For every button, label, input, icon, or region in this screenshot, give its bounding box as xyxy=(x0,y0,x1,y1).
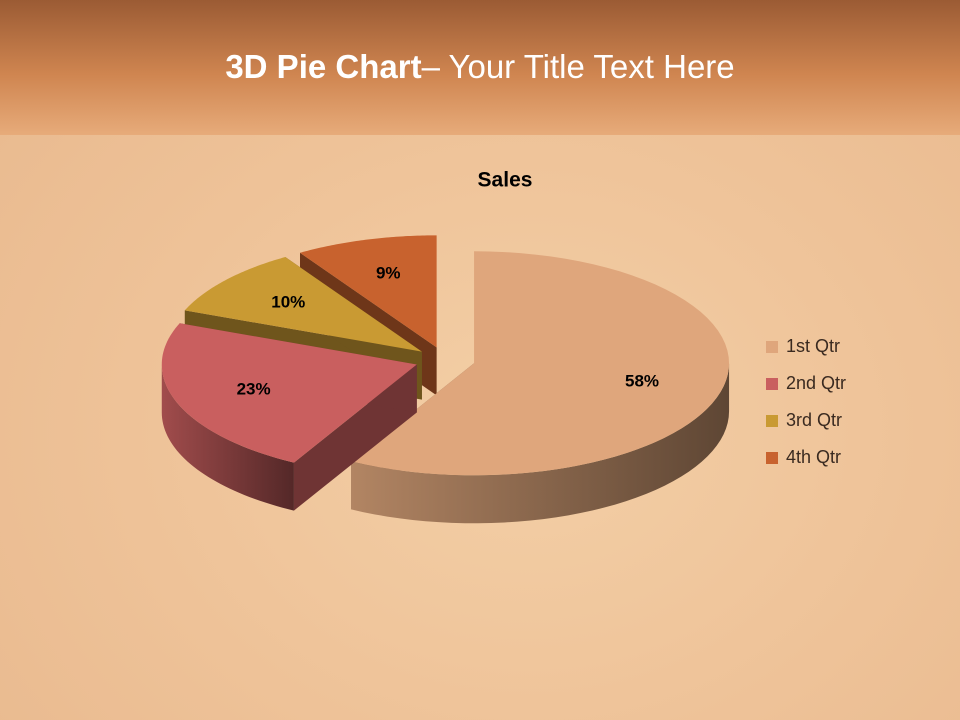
legend-label: 3rd Qtr xyxy=(786,410,842,430)
title-rest: – Your Title Text Here xyxy=(421,48,735,85)
slice-top xyxy=(351,251,730,476)
data-label: 10% xyxy=(271,293,305,312)
header-band xyxy=(0,0,960,135)
legend-swatch xyxy=(766,415,778,427)
slice-top xyxy=(299,235,437,348)
data-label: 9% xyxy=(376,264,401,283)
legend-swatch xyxy=(766,341,778,353)
slice-side xyxy=(351,363,730,524)
slide-title: 3D Pie Chart– Your Title Text Here xyxy=(0,48,960,86)
chart-title: Sales xyxy=(478,169,533,192)
pie-slice xyxy=(161,323,417,511)
data-label: 58% xyxy=(625,372,659,391)
slice-side xyxy=(161,364,294,511)
legend-swatch xyxy=(766,378,778,390)
pie-slice xyxy=(351,251,730,524)
legend-swatch xyxy=(766,452,778,464)
slice-top xyxy=(184,257,422,352)
legend-label: 2nd Qtr xyxy=(786,373,846,393)
legend-label: 1st Qtr xyxy=(786,336,840,356)
data-label: 23% xyxy=(237,380,271,399)
legend-label: 4th Qtr xyxy=(786,447,841,467)
slice-top xyxy=(161,323,417,463)
title-strong: 3D Pie Chart xyxy=(225,48,422,85)
